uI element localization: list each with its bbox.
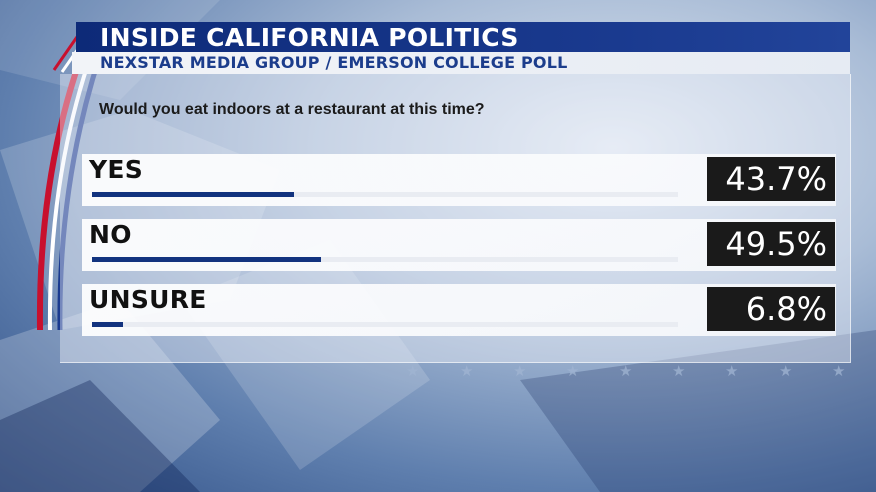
value-label: 49.5% <box>707 222 835 266</box>
header-subtitle: NEXSTAR MEDIA GROUP / EMERSON COLLEGE PO… <box>72 52 850 74</box>
value-label: 43.7% <box>707 157 835 201</box>
category-label: NO <box>89 220 132 249</box>
star-icon: ★ <box>672 362 686 380</box>
star-row: ★ ★ ★ ★ ★ ★ ★ ★ ★ <box>400 362 876 382</box>
value-label: 6.8% <box>707 287 835 331</box>
bar-track <box>92 257 678 262</box>
star-icon: ★ <box>460 362 474 380</box>
bar-row-yes: YES 43.7% <box>82 154 836 206</box>
header-title: INSIDE CALIFORNIA POLITICS <box>76 22 850 52</box>
bar-fill <box>92 322 124 327</box>
poll-question: Would you eat indoors at a restaurant at… <box>99 101 485 118</box>
star-icon: ★ <box>725 362 739 380</box>
bar-track <box>92 322 678 327</box>
star-icon: ★ <box>619 362 633 380</box>
bar-fill <box>92 257 321 262</box>
star-icon: ★ <box>566 362 580 380</box>
category-label: YES <box>89 155 144 184</box>
bar-row-no: NO 49.5% <box>82 219 836 271</box>
bar-track <box>92 192 678 197</box>
star-icon: ★ <box>779 362 793 380</box>
bar-row-unsure: UNSURE 6.8% <box>82 284 836 336</box>
star-icon: ★ <box>406 362 420 380</box>
bar-fill <box>92 192 295 197</box>
category-label: UNSURE <box>89 285 207 314</box>
star-icon: ★ <box>513 362 527 380</box>
star-icon: ★ <box>832 362 846 380</box>
